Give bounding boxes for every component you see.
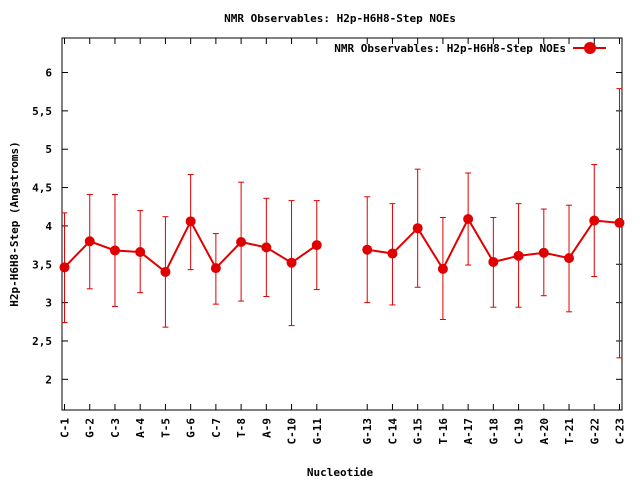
data-point bbox=[135, 246, 146, 257]
y-axis-label: H2p-H6H8-Step (Angstroms) bbox=[8, 141, 21, 307]
x-tick-label: C-10 bbox=[286, 418, 299, 445]
x-tick-label: A-20 bbox=[538, 418, 551, 445]
y-tick-label: 2 bbox=[45, 373, 52, 386]
data-point bbox=[387, 248, 398, 259]
data-point bbox=[538, 247, 549, 258]
y-tick-label: 5 bbox=[45, 143, 52, 156]
data-point bbox=[564, 253, 575, 264]
x-tick-label: A-4 bbox=[134, 418, 147, 438]
legend-marker bbox=[584, 42, 596, 54]
data-point bbox=[488, 256, 499, 267]
x-tick-label: A-9 bbox=[260, 418, 273, 438]
legend-label: NMR Observables: H2p-H6H8-Step NOEs bbox=[334, 42, 566, 55]
data-point bbox=[412, 223, 423, 234]
data-point bbox=[513, 250, 524, 261]
data-point bbox=[286, 257, 297, 268]
x-tick-label: C-19 bbox=[513, 418, 526, 445]
y-tick-label: 3 bbox=[45, 297, 52, 310]
data-point bbox=[311, 240, 322, 251]
x-tick-label: G-22 bbox=[588, 418, 601, 445]
data-point bbox=[437, 263, 448, 274]
y-tick-label: 4 bbox=[45, 220, 52, 233]
data-point bbox=[84, 236, 95, 247]
y-tick-label: 4,5 bbox=[32, 182, 52, 195]
plot-frame bbox=[61, 37, 623, 411]
x-axis-label: Nucleotide bbox=[307, 466, 374, 479]
data-point bbox=[362, 244, 373, 255]
series-group bbox=[59, 88, 625, 359]
y-tick-label: 6 bbox=[45, 67, 52, 80]
y-axis: 2 2,5 3 3,5 4 4,5 5 5,5 6 bbox=[32, 67, 622, 386]
x-tick-label: G-13 bbox=[361, 418, 374, 445]
data-point bbox=[614, 217, 625, 228]
x-tick-label: G-15 bbox=[412, 418, 425, 445]
legend: NMR Observables: H2p-H6H8-Step NOEs bbox=[334, 42, 606, 55]
x-tick-label: C-1 bbox=[59, 418, 72, 438]
x-tick-label: A-17 bbox=[462, 418, 475, 445]
x-tick-label: T-5 bbox=[159, 418, 172, 438]
x-tick-label: T-16 bbox=[437, 418, 450, 445]
data-point bbox=[185, 216, 196, 227]
y-tick-label: 5,5 bbox=[32, 105, 52, 118]
data-point bbox=[210, 263, 221, 274]
x-tick-label: G-18 bbox=[487, 418, 500, 445]
y-tick-label: 2,5 bbox=[32, 335, 52, 348]
x-tick-label: C-14 bbox=[386, 418, 399, 445]
x-tick-label: G-6 bbox=[185, 418, 198, 438]
x-tick-label: T-21 bbox=[563, 418, 576, 445]
data-point bbox=[236, 237, 247, 248]
x-axis: C-1 G-2 C-3 A-4 T-5 G-6 C-7 T-8 A-9 C-10 G-11 G-13 C… bbox=[59, 38, 626, 445]
data-point bbox=[160, 266, 171, 277]
x-tick-label: T-8 bbox=[235, 418, 248, 438]
data-point bbox=[463, 214, 474, 225]
data-point bbox=[109, 245, 120, 256]
data-point bbox=[261, 242, 272, 253]
chart-title: NMR Observables: H2p-H6H8-Step NOEs bbox=[224, 12, 456, 25]
data-point bbox=[59, 262, 70, 273]
x-tick-label: G-2 bbox=[84, 418, 97, 438]
data-point bbox=[589, 215, 600, 226]
x-tick-label: G-11 bbox=[311, 418, 324, 445]
x-tick-label: C-23 bbox=[613, 418, 626, 445]
y-tick-label: 3,5 bbox=[32, 258, 52, 271]
x-tick-label: C-7 bbox=[210, 418, 223, 438]
x-tick-label: C-3 bbox=[109, 418, 122, 438]
